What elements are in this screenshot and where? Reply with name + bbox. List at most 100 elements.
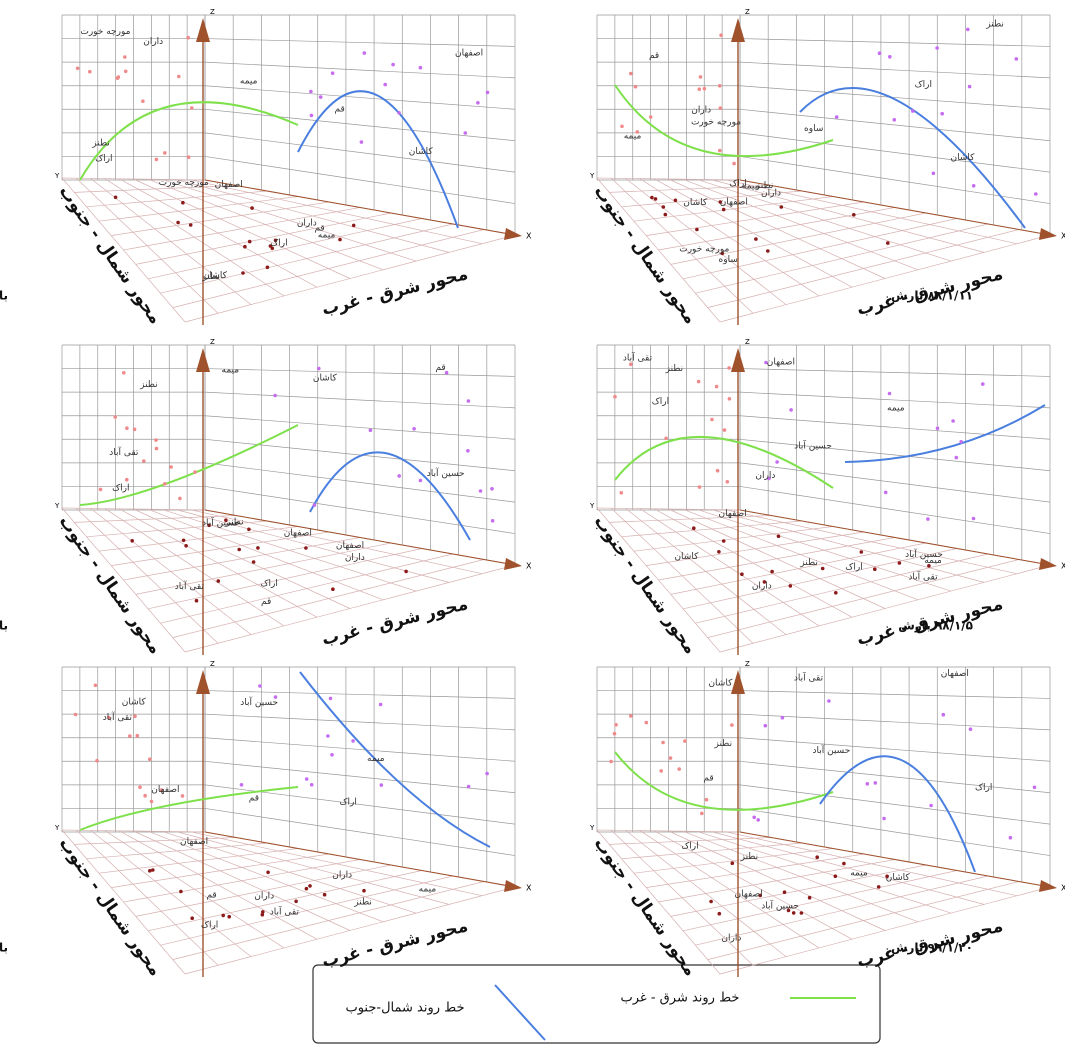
station-point (351, 223, 356, 228)
station-label: ساوه (804, 124, 823, 134)
wall-grid-line (204, 368, 516, 377)
station-point (444, 370, 449, 375)
station-point (941, 712, 946, 717)
station-point (756, 818, 760, 822)
y-label: Y (54, 172, 60, 180)
legend-blue-line (494, 984, 546, 1041)
station-point (721, 539, 726, 543)
station-label: نطنز (799, 558, 818, 568)
station-label: قم (649, 51, 659, 61)
station-label: تقی آباد (109, 446, 139, 458)
station-point (412, 427, 416, 431)
station-point (897, 561, 902, 565)
x-axis (739, 179, 1051, 236)
panel: Z X Y میمه نطنز اصفهان اراک حسین آباد تقی آباد دا… (589, 338, 1065, 658)
wall-grid-line (204, 156, 516, 204)
station-label: اراک (845, 562, 862, 573)
station-point (154, 438, 158, 442)
station-point (876, 885, 881, 889)
floor-grid-line (719, 564, 1051, 653)
wall-grid-line (204, 690, 516, 699)
station-label: داران (755, 471, 775, 481)
station-label: قم (206, 891, 216, 901)
floor-grid-line (119, 830, 318, 940)
station-point (766, 249, 770, 253)
floor-grid-line (719, 234, 1051, 323)
station-point (130, 539, 134, 543)
station-point (135, 733, 140, 738)
wall-grid-line (204, 415, 516, 440)
floor-grid-line (683, 548, 958, 610)
station-point (653, 197, 658, 201)
wall-grid-line (739, 156, 1051, 204)
east-west-trend (79, 101, 299, 181)
station-point (241, 271, 245, 275)
floor-grid-line (668, 830, 886, 931)
station-point (190, 106, 194, 110)
floor-grid-line (119, 178, 318, 288)
floor-grid-line (90, 178, 252, 305)
station-point (842, 861, 846, 866)
station-point (730, 861, 735, 865)
station-label: حسین آباد (794, 440, 832, 452)
station-label: حسین آباد (427, 467, 465, 479)
station-point (330, 71, 335, 75)
station-label: نطنز (755, 181, 774, 191)
floor-grid-line (172, 229, 485, 308)
x-label: X (526, 884, 532, 893)
floor-grid-line (654, 178, 853, 288)
east-west-trend (614, 84, 834, 158)
station-point (629, 71, 633, 76)
station-point (273, 695, 278, 699)
station-point (709, 899, 713, 904)
station-point (786, 908, 791, 913)
z-arrow (731, 670, 745, 694)
station-point (661, 740, 665, 745)
floor-grid-line (104, 178, 285, 297)
station-point (629, 714, 633, 718)
floor-grid-line (76, 177, 219, 314)
floor-grid-line (695, 875, 989, 946)
station-label: میمه (318, 230, 336, 240)
east-west-trend (614, 435, 834, 489)
station-point (294, 899, 298, 904)
station-point (635, 130, 640, 134)
station-label: میمه (367, 754, 385, 764)
station-point (852, 213, 856, 217)
station-point (1014, 57, 1019, 61)
station-point (927, 564, 931, 568)
station-point (115, 76, 120, 80)
station-point (1032, 785, 1037, 790)
station-point (633, 84, 638, 89)
station-point (673, 198, 678, 203)
floor-grid-line (76, 829, 219, 966)
station-point (148, 869, 152, 873)
date-label: بارش ۹۷/۱۲/۱۸ (0, 619, 8, 633)
station-label: اراک (201, 920, 218, 931)
station-label: داران (752, 582, 772, 592)
date-label: بارش ۸۱/۱/۱۴ (0, 289, 8, 303)
floor-grid-line (707, 881, 1020, 960)
station-label: تقی آباد (623, 351, 653, 363)
station-point (186, 155, 191, 159)
station-point (697, 87, 702, 91)
floor-grid-line (160, 875, 454, 946)
station-point (968, 727, 973, 731)
station-label: نطنز (740, 852, 759, 862)
station-point (143, 793, 147, 798)
station-point (696, 379, 701, 384)
station-point (309, 89, 313, 94)
station-label: نطنز (714, 739, 733, 749)
wall-grid-line (739, 784, 1051, 825)
station-point (379, 783, 384, 787)
station-label: داران (254, 892, 274, 902)
station-point (122, 371, 126, 375)
x-label: X (1061, 562, 1065, 571)
station-label: قم (335, 104, 345, 114)
station-point (133, 714, 137, 719)
y-label: Y (589, 172, 595, 180)
station-label: داران (345, 553, 365, 563)
station-point (650, 195, 654, 200)
